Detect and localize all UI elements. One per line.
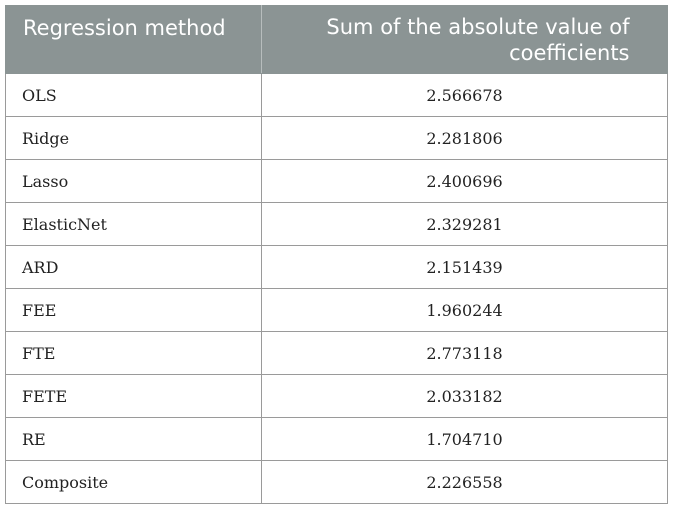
value-cell: 2.151439 xyxy=(261,245,668,289)
value-cell: 2.281806 xyxy=(261,116,668,160)
method-cell: ElasticNet xyxy=(5,202,262,246)
table-body: OLS 2.566678 Ridge 2.281806 Lasso 2.4006… xyxy=(5,73,668,504)
method-cell: ARD xyxy=(5,245,262,289)
method-cell: Composite xyxy=(5,460,262,504)
header-row: Regression method Sum of the absolute va… xyxy=(5,5,668,74)
method-cell: OLS xyxy=(5,73,262,117)
table-row: FEE 1.960244 xyxy=(5,288,668,332)
table-row: Ridge 2.281806 xyxy=(5,116,668,160)
method-cell: RE xyxy=(5,417,262,461)
coefficients-table: Regression method Sum of the absolute va… xyxy=(5,5,668,504)
header-sum-abs-coefficients-text: Sum of the absolute value of coefficient… xyxy=(326,14,630,65)
value-cell: 2.226558 xyxy=(261,460,668,504)
method-cell: FTE xyxy=(5,331,262,375)
header-sum-abs-coefficients: Sum of the absolute value of coefficient… xyxy=(261,5,668,74)
method-cell: Ridge xyxy=(5,116,262,160)
table-row: RE 1.704710 xyxy=(5,417,668,461)
method-cell: Lasso xyxy=(5,159,262,203)
header-regression-method: Regression method xyxy=(5,5,262,74)
value-cell: 1.960244 xyxy=(261,288,668,332)
table-row: ARD 2.151439 xyxy=(5,245,668,289)
table-row: FETE 2.033182 xyxy=(5,374,668,418)
method-cell: FEE xyxy=(5,288,262,332)
method-cell: FETE xyxy=(5,374,262,418)
value-cell: 2.566678 xyxy=(261,73,668,117)
value-cell: 2.033182 xyxy=(261,374,668,418)
table-row: OLS 2.566678 xyxy=(5,73,668,117)
table-row: Composite 2.226558 xyxy=(5,460,668,504)
table-row: FTE 2.773118 xyxy=(5,331,668,375)
value-cell: 2.773118 xyxy=(261,331,668,375)
table-row: ElasticNet 2.329281 xyxy=(5,202,668,246)
value-cell: 2.400696 xyxy=(261,159,668,203)
table-header: Regression method Sum of the absolute va… xyxy=(5,5,668,74)
value-cell: 1.704710 xyxy=(261,417,668,461)
value-cell: 2.329281 xyxy=(261,202,668,246)
table-row: Lasso 2.400696 xyxy=(5,159,668,203)
